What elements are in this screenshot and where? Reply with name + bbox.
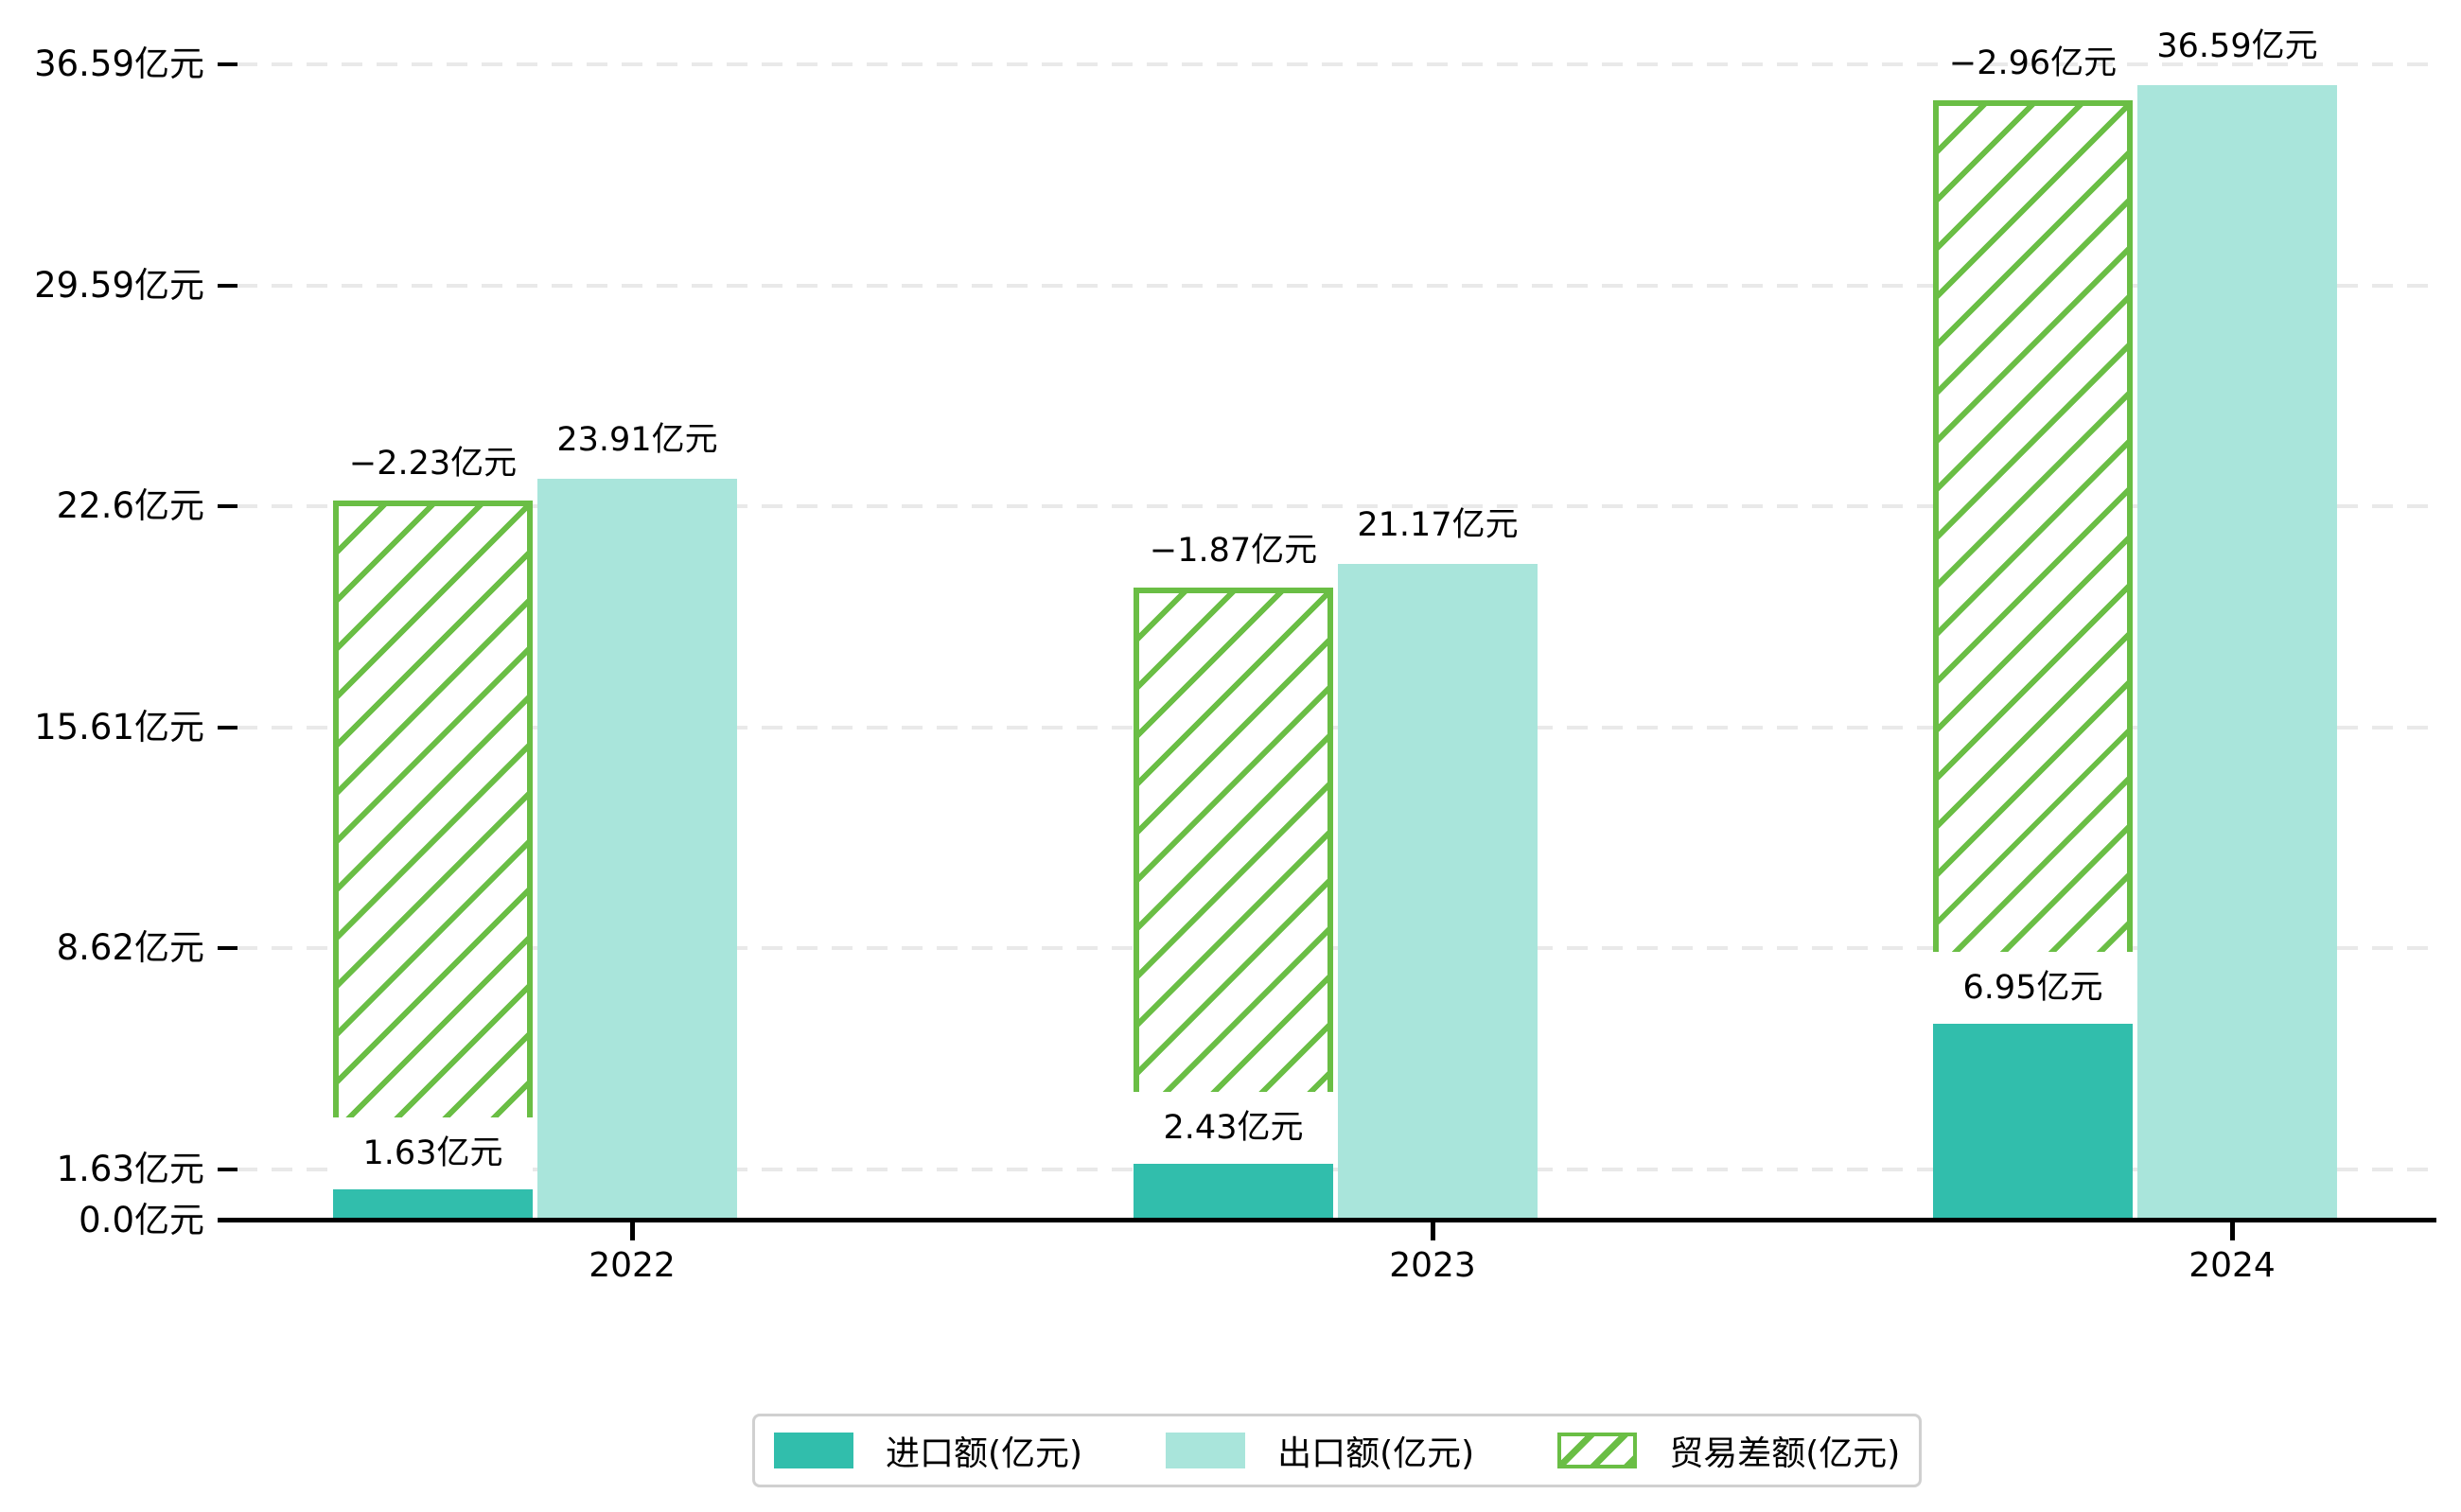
x-axis-label-2024: 2024 [2189,1246,2276,1285]
y-axis-label: 36.59亿元 [34,43,204,84]
import-value-label-2022: 1.63亿元 [333,1116,533,1189]
trade-diff-bar-2023 [1134,587,1333,1146]
legend-item-import: 进口额(亿元) [774,1426,1082,1475]
y-axis-label: 29.59亿元 [34,264,204,306]
import-value-label-2024: 6.95亿元 [1933,952,2133,1025]
trade-diff-value-label-2022: −2.23亿元 [348,445,518,483]
import-legend-swatch [774,1433,853,1468]
y-axis-label: 22.6亿元 [56,485,204,527]
legend-label: 进口额(亿元) [886,1434,1083,1473]
x-axis-tick [630,1222,635,1240]
gridline [237,946,2436,951]
trade-diff-bar-2024 [1933,99,2133,1006]
legend-item-export: 出口额(亿元) [1166,1426,1474,1475]
y-axis-tick [218,62,237,66]
y-axis-label: 8.62亿元 [56,927,204,969]
y-axis-label: 15.61亿元 [34,706,204,747]
export-value-label-2024: 36.59亿元 [2156,26,2318,65]
y-axis-tick [218,946,237,951]
import-bar-2024 [1933,1005,2133,1221]
y-axis-label: 1.63亿元 [56,1148,204,1189]
gridline [237,283,2436,288]
x-axis-tick [1431,1222,1435,1240]
y-axis-tick [218,504,237,509]
legend-item-hatch: 贸易差额(亿元) [1557,1426,1900,1475]
gridline [237,1167,2436,1171]
trade-diff-legend-swatch [1557,1433,1638,1468]
export-bar-2023 [1338,563,1538,1221]
trade-diff-value-label-2024: −2.96亿元 [1948,44,2118,82]
x-axis-line [218,1218,2436,1222]
y-axis-tick [218,1167,237,1171]
export-value-label-2023: 21.17亿元 [1357,505,1519,544]
export-bar-2022 [537,478,737,1221]
gridline [237,62,2436,66]
legend: 进口额(亿元) 出口额(亿元) 贸易差额(亿元) [752,1414,1923,1487]
legend-label: 出口额(亿元) [1277,1434,1475,1473]
export-legend-swatch [1166,1433,1246,1468]
x-axis-label-2023: 2023 [1389,1246,1476,1285]
gridline [237,504,2436,509]
y-axis-tick [218,283,237,288]
import-value-label-2023: 2.43亿元 [1134,1092,1333,1165]
export-bar-2024 [2137,84,2337,1221]
x-axis-label-2022: 2022 [589,1246,676,1285]
legend-label: 贸易差额(亿元) [1669,1434,1901,1473]
trade-diff-value-label-2023: −1.87亿元 [1149,531,1318,570]
export-value-label-2022: 23.91亿元 [556,420,718,459]
x-axis-tick [2230,1222,2235,1240]
gridline [237,725,2436,730]
y-axis-tick [218,725,237,730]
y-axis-label: 0.0亿元 [79,1200,204,1240]
trade-diff-bar-2022 [333,501,533,1170]
